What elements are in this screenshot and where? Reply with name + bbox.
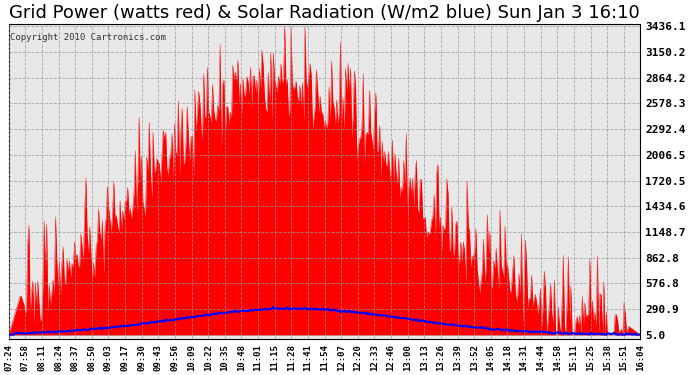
Text: Copyright 2010 Cartronics.com: Copyright 2010 Cartronics.com bbox=[10, 33, 166, 42]
Title: Grid Power (watts red) & Solar Radiation (W/m2 blue) Sun Jan 3 16:10: Grid Power (watts red) & Solar Radiation… bbox=[9, 4, 640, 22]
